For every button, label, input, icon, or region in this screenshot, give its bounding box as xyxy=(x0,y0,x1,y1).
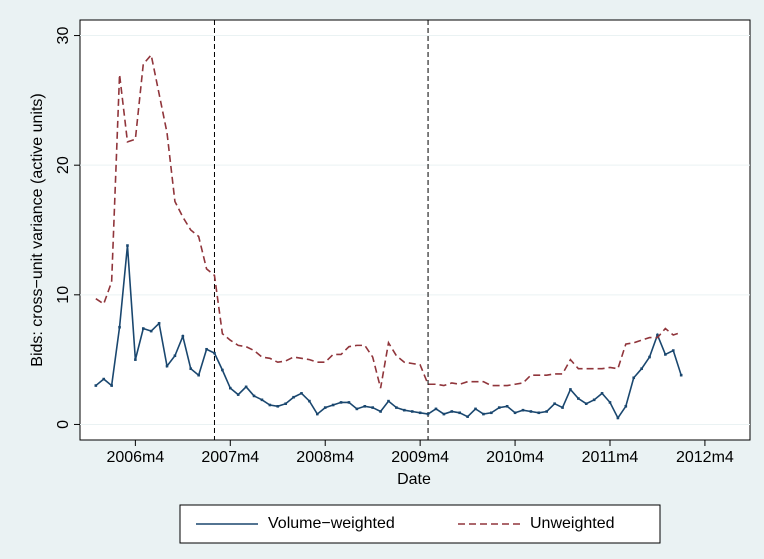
x-axis-title: Date xyxy=(397,471,431,488)
series-line xyxy=(95,53,682,389)
point-marker xyxy=(252,394,256,398)
point-marker xyxy=(624,404,628,408)
point-marker xyxy=(205,347,208,351)
point-marker xyxy=(173,354,177,358)
point-marker xyxy=(165,364,169,368)
point-marker xyxy=(300,392,303,395)
point-marker xyxy=(260,398,264,402)
point-marker xyxy=(561,406,564,409)
y-tick-label: 10 xyxy=(55,286,72,304)
point-marker xyxy=(418,411,422,415)
point-marker xyxy=(474,407,477,411)
point-marker xyxy=(371,406,374,409)
point-marker xyxy=(221,368,224,372)
point-marker xyxy=(545,410,549,413)
y-tick-label: 30 xyxy=(55,27,72,45)
point-marker xyxy=(410,410,414,413)
y-tick-label: 0 xyxy=(55,420,72,429)
point-marker xyxy=(648,355,651,359)
x-tick-label: 2011m4 xyxy=(582,449,639,466)
point-marker xyxy=(529,410,533,413)
legend-label: Unweighted xyxy=(530,515,615,532)
plot-area xyxy=(79,19,751,441)
point-marker xyxy=(490,411,493,415)
legend-label: Volume−weighted xyxy=(268,515,395,532)
point-marker xyxy=(442,412,446,416)
point-marker xyxy=(102,377,106,381)
point-marker xyxy=(664,353,667,356)
point-marker xyxy=(497,406,501,409)
point-marker xyxy=(403,408,406,412)
point-marker xyxy=(213,351,216,355)
point-marker xyxy=(569,388,572,391)
point-marker xyxy=(679,373,683,377)
point-marker xyxy=(323,406,327,409)
point-marker xyxy=(482,412,485,416)
point-marker xyxy=(134,358,137,361)
point-marker xyxy=(379,410,382,413)
point-marker xyxy=(395,406,398,409)
point-marker xyxy=(656,333,659,337)
point-marker xyxy=(189,367,193,371)
x-tick-label: 2012m4 xyxy=(676,449,734,466)
point-marker xyxy=(592,398,596,402)
point-marker xyxy=(458,411,461,415)
point-marker xyxy=(157,322,161,325)
point-marker xyxy=(600,392,604,395)
point-marker xyxy=(197,373,200,377)
point-marker xyxy=(236,393,240,396)
point-marker xyxy=(450,410,454,413)
point-marker xyxy=(292,395,295,399)
point-marker xyxy=(339,401,343,404)
x-tick-label: 2009m4 xyxy=(391,449,449,466)
point-marker xyxy=(141,327,145,330)
point-marker xyxy=(537,411,541,415)
y-tick-label: 20 xyxy=(55,156,72,174)
point-marker xyxy=(355,407,359,411)
point-marker xyxy=(608,401,612,404)
point-marker xyxy=(616,416,620,420)
point-marker xyxy=(553,402,556,406)
legend-box xyxy=(179,504,661,544)
point-marker xyxy=(181,334,185,338)
point-marker xyxy=(118,325,121,329)
point-marker xyxy=(632,376,636,380)
point-marker xyxy=(316,412,319,416)
point-marker xyxy=(347,401,351,404)
point-marker xyxy=(308,399,311,403)
point-marker xyxy=(363,404,367,408)
point-marker xyxy=(284,402,287,406)
point-marker xyxy=(466,415,469,418)
point-marker xyxy=(577,397,580,400)
point-marker xyxy=(584,402,588,406)
point-marker xyxy=(387,399,390,403)
point-marker xyxy=(276,404,280,408)
point-marker xyxy=(244,385,248,389)
point-marker xyxy=(268,403,272,407)
x-tick-label: 2008m4 xyxy=(296,449,354,466)
point-marker xyxy=(126,244,129,247)
point-marker xyxy=(426,412,430,416)
point-marker xyxy=(640,367,643,371)
point-marker xyxy=(228,386,232,390)
point-marker xyxy=(513,411,517,415)
point-marker xyxy=(110,384,113,387)
point-marker xyxy=(149,329,153,333)
y-axis-title: Bids: cross−unit variance (active units) xyxy=(29,93,46,366)
x-tick-label: 2007m4 xyxy=(201,449,259,466)
x-tick-label: 2006m4 xyxy=(106,449,164,466)
point-marker xyxy=(94,384,98,387)
x-tick-label: 2010m4 xyxy=(486,449,544,466)
point-marker xyxy=(521,408,525,412)
point-marker xyxy=(505,404,509,408)
point-marker xyxy=(434,407,438,411)
point-marker xyxy=(331,403,335,407)
point-marker xyxy=(671,349,675,352)
